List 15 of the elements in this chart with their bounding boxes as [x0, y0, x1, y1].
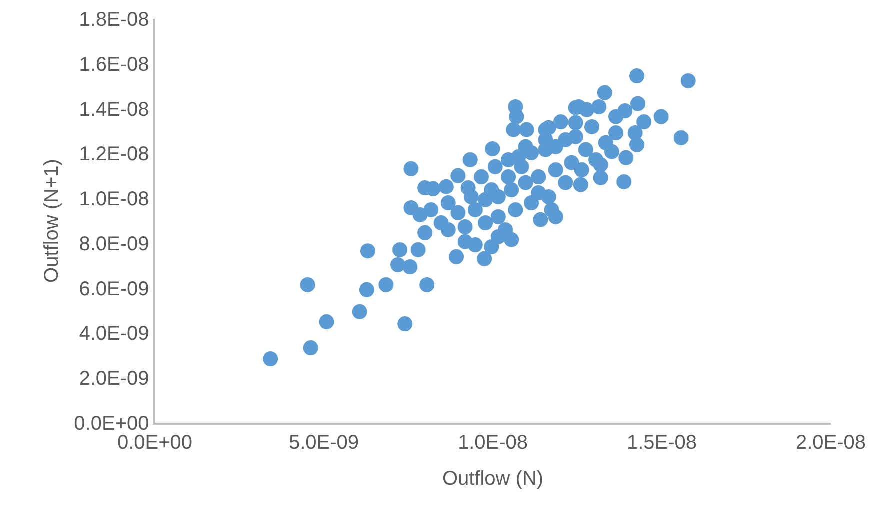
y-tick-label: 4.0E-09 [79, 323, 150, 346]
x-axis-title: Outflow (N) [442, 468, 544, 490]
x-tick-label: 5.0E-09 [288, 432, 360, 454]
x-tick-label: 2.0E-08 [796, 432, 866, 454]
x-tick-label: 1.5E-08 [626, 432, 698, 454]
y-tick-label: 6.0E-09 [79, 278, 150, 300]
y-tick-label: 8.0E-09 [79, 233, 150, 256]
x-tick-label: 1.0E-08 [458, 432, 528, 454]
y-tick-label: 1.6E-08 [79, 54, 150, 76]
y-tick-label: 1.0E-08 [79, 188, 150, 211]
y-axis-title: Outflow (N+1) [41, 159, 64, 283]
y-tick-label: 1.4E-08 [79, 98, 150, 121]
y-tick-label: 2.0E-09 [79, 368, 150, 390]
y-tick-label: 1.8E-08 [79, 9, 150, 31]
y-tick-label: 1.2E-08 [79, 144, 150, 166]
